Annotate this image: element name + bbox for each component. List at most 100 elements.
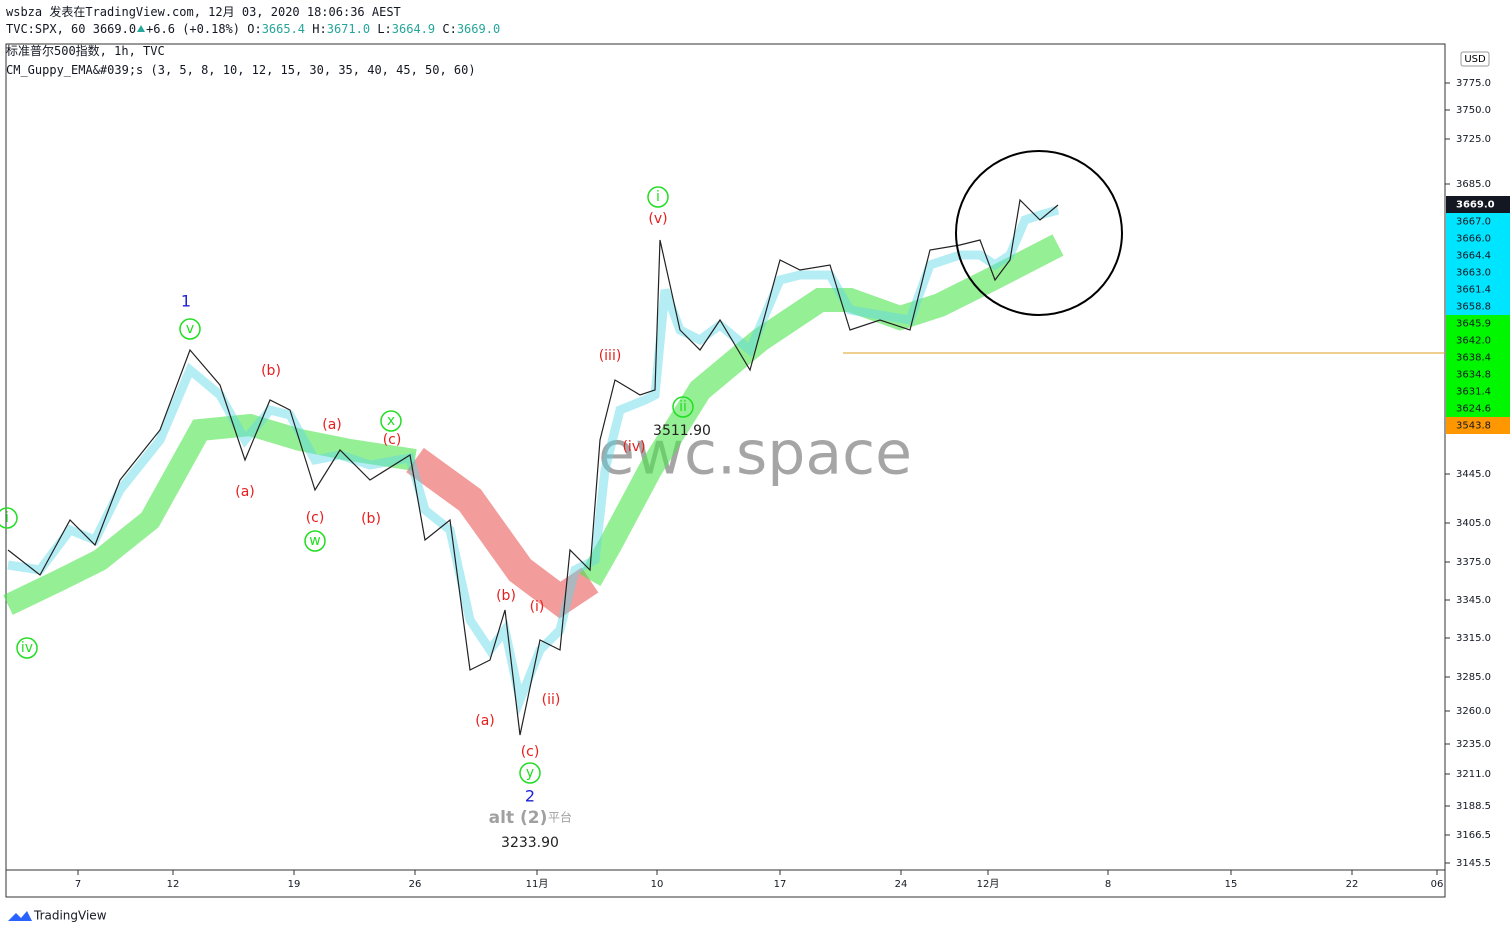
- wave-label: alt (2): [489, 808, 548, 828]
- wave-label: (a): [475, 713, 495, 729]
- time-tick-label: 24: [895, 879, 908, 890]
- ohlc-label: C:: [442, 22, 457, 36]
- wave-label: 平台: [548, 810, 572, 825]
- price-tick-label: 3375.0: [1456, 557, 1491, 568]
- price-badge: [1446, 196, 1510, 213]
- time-tick-label: 26: [409, 879, 422, 890]
- wave-circle: [647, 186, 669, 208]
- price-badge-label: 3638.4: [1456, 353, 1491, 364]
- wave-label: (c): [306, 510, 325, 526]
- price-badge: [1446, 383, 1510, 400]
- price-badge: [1446, 230, 1510, 247]
- wave-label: i: [5, 510, 9, 526]
- price-badge: [1446, 417, 1510, 434]
- wave-label: i: [656, 189, 660, 205]
- time-tick-label: 15: [1225, 879, 1238, 890]
- wave-label: (iii): [599, 348, 622, 364]
- time-tick-label: 22: [1346, 879, 1359, 890]
- price-badge-label: 3642.0: [1456, 336, 1491, 347]
- price-badge-label: 3631.4: [1456, 387, 1491, 398]
- wave-label: w: [309, 533, 320, 549]
- wave-label: (b): [496, 588, 516, 604]
- price-badge: [1446, 213, 1510, 230]
- indicator: CM_Guppy_EMA&#039;s (3, 5, 8, 10, 12, 15…: [6, 63, 476, 77]
- symbol: TVC:SPX, 60: [6, 22, 86, 36]
- price-badge: [1446, 349, 1510, 366]
- header-line: wsbza 发表在TradingView.com, 12月 03, 2020 1…: [6, 5, 401, 19]
- price-tick-label: 3445.0: [1456, 469, 1491, 480]
- price-tick-label: 3166.5: [1456, 830, 1491, 841]
- time-tick-label: 7: [75, 879, 81, 890]
- wave-circle: [672, 396, 694, 418]
- price-tick-label: 3775.0: [1456, 78, 1491, 89]
- price-badge-label: 3661.4: [1456, 285, 1491, 296]
- ohlc-label: H:: [312, 22, 327, 36]
- ohlc-value: 3664.9: [391, 22, 436, 36]
- slow-ribbon: [3, 413, 417, 615]
- wave-label: (b): [261, 363, 281, 379]
- up-arrow: [137, 25, 146, 32]
- price-tick-label: 3750.0: [1456, 105, 1491, 116]
- wave-label: (a): [322, 417, 342, 433]
- price-tick-label: 3685.0: [1456, 179, 1491, 190]
- ohlc-value: 3665.4: [261, 22, 306, 36]
- wave-circle: [304, 530, 326, 552]
- time-tick-label: 06: [1431, 879, 1444, 890]
- price-badge-label: 3645.9: [1456, 319, 1491, 330]
- time-tick-label: 12: [167, 879, 180, 890]
- wave-label: 3233.90: [501, 835, 559, 851]
- wave-circle: [179, 318, 201, 340]
- wave-label: 2: [525, 787, 535, 806]
- time-tick-label: 19: [288, 879, 301, 890]
- price-tick-label: 3145.5: [1456, 858, 1491, 869]
- time-tick-label: 10: [651, 879, 664, 890]
- ohlc: O:3665.4 H:3671.0 L:3664.9 C:3669.0: [247, 22, 500, 36]
- logo: [8, 911, 32, 921]
- quote-line: TVC:SPX, 60 3669.0 +6.6 (+0.18%) O:3665.4…: [6, 21, 500, 38]
- price-badge-label: 3634.8: [1456, 370, 1491, 381]
- price-badge-label: 3658.8: [1456, 302, 1491, 313]
- slow-ribbon-down: [406, 447, 599, 619]
- price-tick-label: 3725.0: [1456, 134, 1491, 145]
- ohlc-value: 3669.0: [456, 22, 501, 36]
- price-badge-label: 3666.0: [1456, 234, 1491, 245]
- wave-label: (c): [521, 744, 540, 760]
- change: +6.6 (+0.18%): [146, 22, 240, 36]
- price-badge-label: 3624.6: [1456, 404, 1491, 415]
- header: wsbza 发表在TradingView.com, 12月 03, 2020 1…: [6, 4, 500, 79]
- wave-label: (b): [361, 511, 381, 527]
- wave-label: x: [387, 413, 395, 429]
- wave-label: (v): [648, 211, 667, 227]
- price-tick-label: 3405.0: [1456, 518, 1491, 529]
- ohlc-value: 3671.0: [326, 22, 371, 36]
- time-tick-label: 8: [1105, 879, 1111, 890]
- price-badge-label: 3663.0: [1456, 268, 1491, 279]
- wave-label: v: [186, 321, 194, 337]
- price-badge-label: 3664.4: [1456, 251, 1491, 262]
- price-badge: [1446, 298, 1510, 315]
- highlight-circle: [955, 150, 1123, 316]
- currency: USD: [1464, 54, 1486, 65]
- wave-label: y: [526, 765, 534, 781]
- price-badge: [1446, 281, 1510, 298]
- wave-circle: [380, 410, 402, 432]
- wave-label: (a): [235, 484, 255, 500]
- price-tick-label: 3188.5: [1456, 801, 1491, 812]
- price-tick-label: 3211.0: [1456, 769, 1491, 780]
- wave-circle: [16, 637, 38, 659]
- slow-ribbon: [579, 234, 1064, 586]
- wave-label: (i): [530, 599, 545, 615]
- wave-label: 3511.90: [653, 423, 711, 439]
- price-line: [7, 198, 1059, 736]
- price-tick-label: 3235.0: [1456, 739, 1491, 750]
- ohlc-label: L:: [377, 22, 392, 36]
- time-tick-label: 11月: [526, 878, 549, 890]
- price-tick-label: 3315.0: [1456, 633, 1491, 644]
- wave-label: ii: [679, 399, 687, 415]
- price-badge: [1446, 366, 1510, 383]
- price-badge: [1446, 247, 1510, 264]
- last: 3669.0: [92, 22, 137, 36]
- wave-circle: [0, 507, 18, 529]
